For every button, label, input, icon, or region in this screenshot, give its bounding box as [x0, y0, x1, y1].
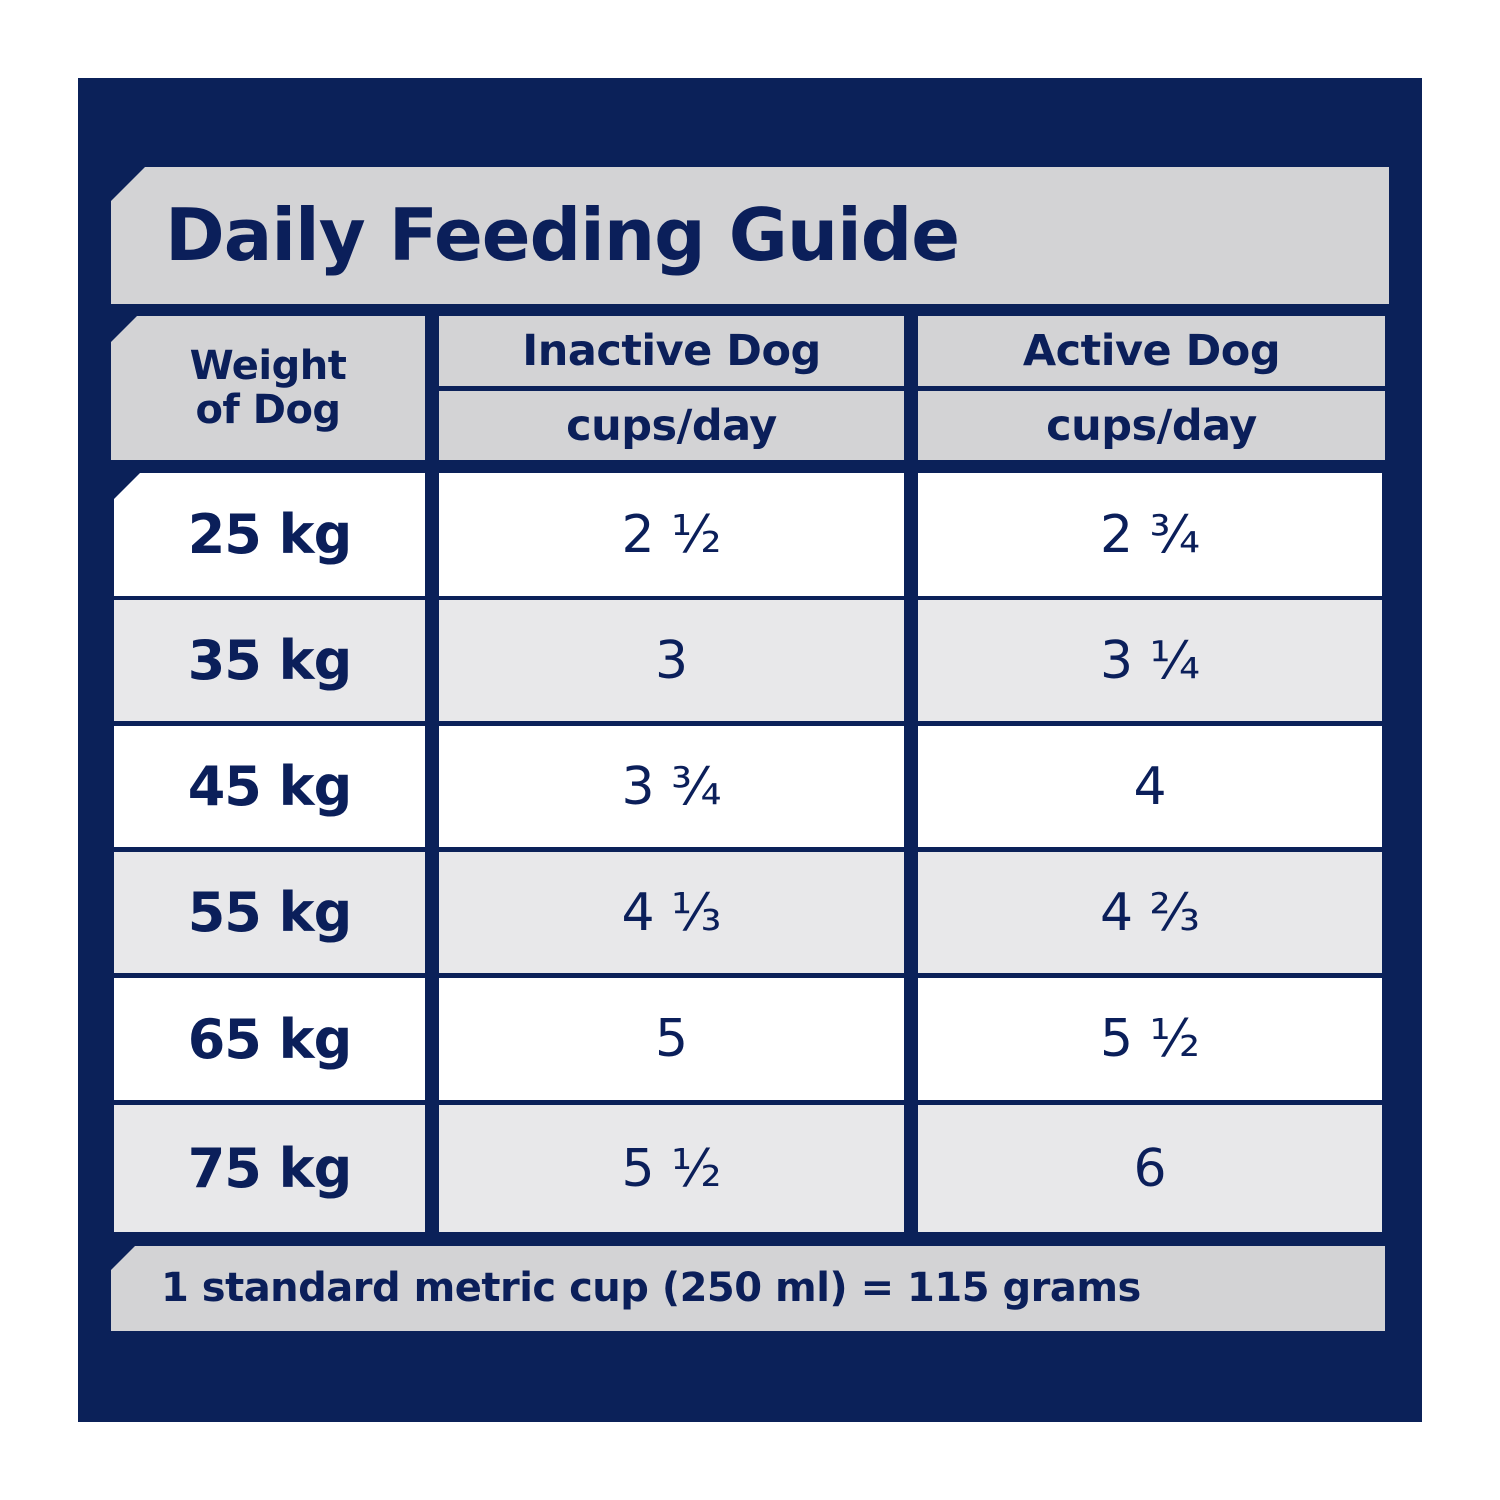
footer-note-bar: 1 standard metric cup (250 ml) = 115 gra…	[111, 1246, 1385, 1331]
inactive-cups-value: 4 ⅓	[621, 882, 722, 943]
table-row-inactive: 3 ¾	[439, 726, 904, 847]
table-row-active: 4	[918, 726, 1382, 847]
table-row-weight: 35 kg	[114, 600, 425, 721]
active-cups-value: 3 ¼	[1099, 630, 1200, 691]
active-cups-value: 5 ½	[1099, 1009, 1200, 1069]
inactive-cups-value: 2 ½	[621, 504, 722, 565]
active-unit-label: cups/day	[1046, 400, 1257, 451]
inactive-cups-value: 5 ½	[621, 1138, 722, 1199]
weight-header: Weight of Dog	[111, 316, 425, 460]
table-row-weight: 65 kg	[114, 978, 425, 1100]
table-row-active: 3 ¼	[918, 600, 1382, 721]
table-row-weight: 25 kg	[114, 473, 425, 596]
active-dog-header: Active Dog	[918, 316, 1385, 386]
table-row-inactive: 5 ½	[439, 1105, 904, 1232]
inactive-unit-header: cups/day	[439, 391, 904, 460]
table-row-weight: 55 kg	[114, 852, 425, 973]
title-bar: Daily Feeding Guide	[111, 167, 1389, 304]
inactive-cups-value: 3	[654, 630, 689, 691]
active-cups-value: 2 ¾	[1099, 504, 1200, 565]
inactive-dog-label: Inactive Dog	[522, 326, 821, 376]
table-row-active: 4 ⅔	[918, 852, 1382, 973]
active-dog-label: Active Dog	[1022, 326, 1281, 376]
table-row-active: 2 ¾	[918, 473, 1382, 596]
table-row-inactive: 3	[439, 600, 904, 721]
inactive-cups-value: 3 ¾	[621, 756, 722, 817]
active-cups-value: 4 ⅔	[1099, 882, 1200, 943]
inactive-dog-header: Inactive Dog	[439, 316, 904, 386]
table-row-inactive: 2 ½	[439, 473, 904, 596]
weight-value: 25 kg	[187, 503, 353, 566]
table-row-weight: 75 kg	[114, 1105, 425, 1232]
table-row-active: 6	[918, 1105, 1382, 1232]
active-cups-value: 4	[1133, 756, 1167, 817]
footer-note: 1 standard metric cup (250 ml) = 115 gra…	[161, 1265, 1141, 1311]
weight-value: 45 kg	[187, 755, 353, 818]
table-row-inactive: 5	[439, 978, 904, 1100]
active-unit-header: cups/day	[918, 391, 1385, 460]
weight-header-line-1: Weight	[189, 343, 347, 389]
table-row-weight: 45 kg	[114, 726, 425, 847]
page-title: Daily Feeding Guide	[165, 193, 960, 277]
inactive-cups-value: 5	[654, 1009, 689, 1069]
weight-value: 65 kg	[187, 1007, 353, 1071]
weight-value: 55 kg	[187, 881, 353, 944]
weight-header-line-2: of Dog	[195, 387, 341, 433]
weight-value: 75 kg	[187, 1137, 353, 1200]
inactive-unit-label: cups/day	[566, 400, 777, 451]
table-row-active: 5 ½	[918, 978, 1382, 1100]
weight-value: 35 kg	[187, 629, 353, 692]
table-row-inactive: 4 ⅓	[439, 852, 904, 973]
active-cups-value: 6	[1133, 1138, 1167, 1199]
